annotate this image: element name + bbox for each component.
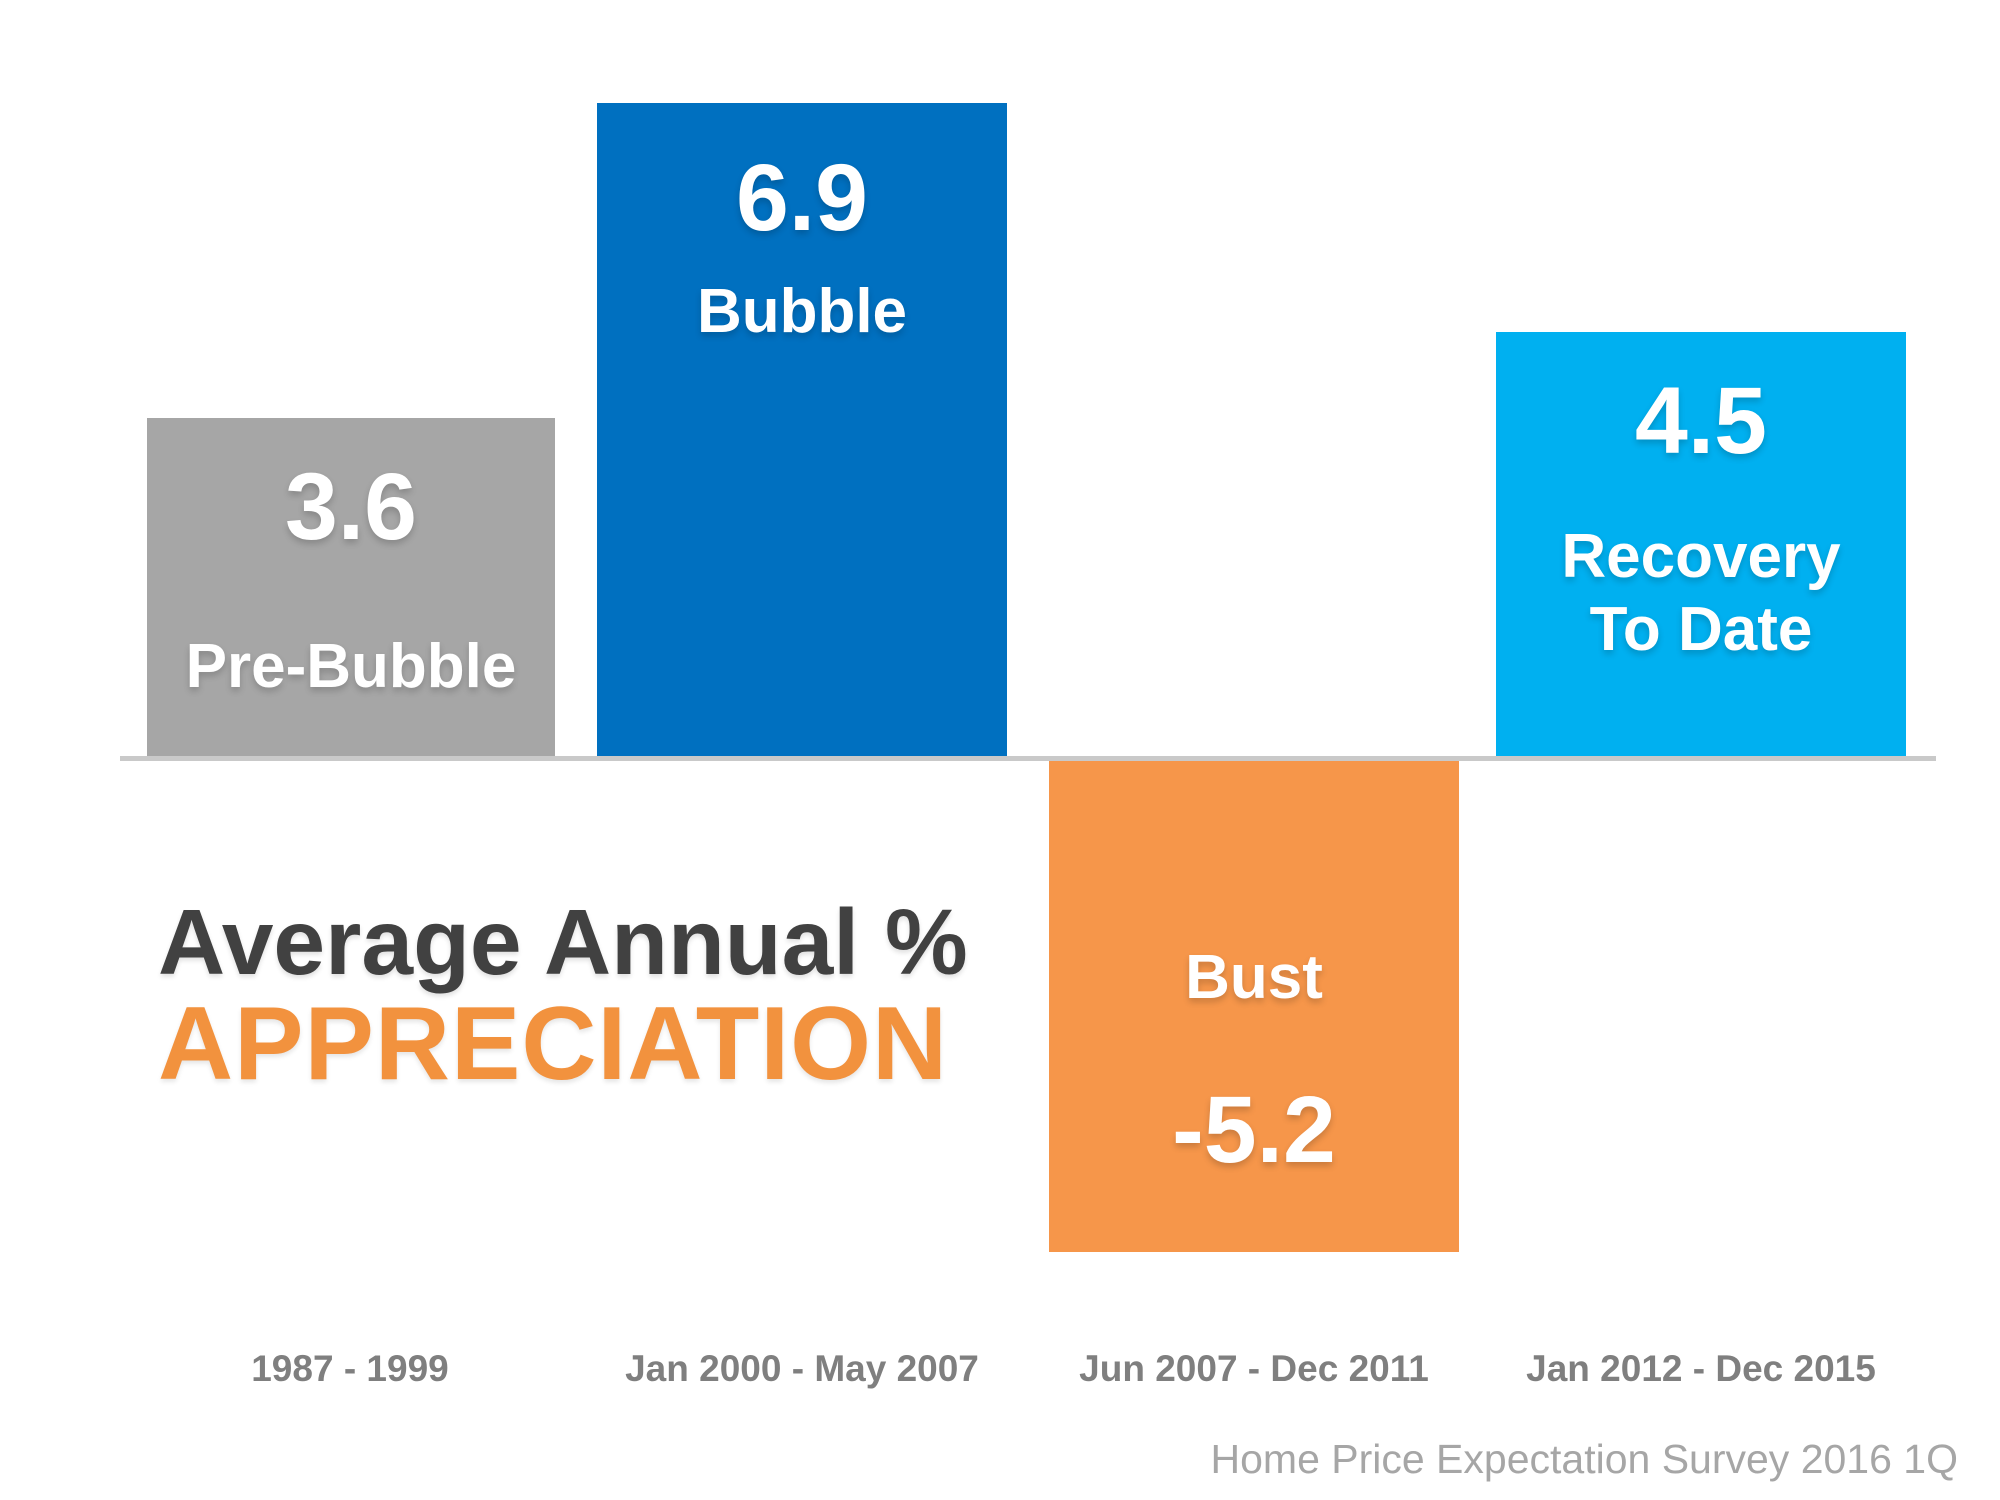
bar-recovery-to-date: 4.5 Recovery To Date (1496, 332, 1906, 756)
x-axis-label-2007-2011: Jun 2007 - Dec 2011 (1079, 1348, 1429, 1389)
source-attribution: Home Price Expectation Survey 2016 1Q (1210, 1436, 1959, 1482)
bar-bust: Bust -5.2 (1049, 761, 1459, 1252)
bar-label-pre-bubble: Pre-Bubble (185, 632, 517, 701)
bar-pre-bubble: 3.6 Pre-Bubble (147, 418, 555, 756)
chart-title-line1: Average Annual % (158, 890, 968, 994)
chart-title-line2: APPRECIATION (158, 985, 949, 1102)
bar-value-bubble: 6.9 (735, 145, 869, 251)
bar-label-bubble: Bubble (696, 277, 908, 346)
x-axis-label-2012-2015: Jan 2012 - Dec 2015 (1526, 1348, 1876, 1389)
bar-value-pre-bubble: 3.6 (284, 454, 418, 560)
chart-baseline (120, 756, 1936, 761)
bar-bubble: 6.9 Bubble (597, 103, 1007, 756)
bar-value-recovery: 4.5 (1634, 368, 1768, 474)
x-axis-label-2000-2007: Jan 2000 - May 2007 (625, 1348, 979, 1389)
bar-label-bust: Bust (1185, 943, 1323, 1012)
chart-title-block: Average Annual % APPRECIATION (158, 893, 968, 1096)
bar-value-bust: -5.2 (1172, 1077, 1336, 1183)
x-axis-label-1987-1999: 1987 - 1999 (251, 1348, 449, 1389)
bar-label-recovery: Recovery To Date (1561, 522, 1841, 665)
